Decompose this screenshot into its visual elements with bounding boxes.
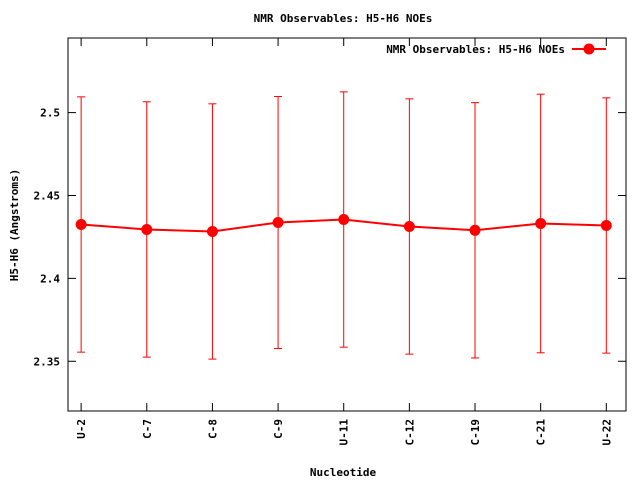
y-tick-label: 2.5 xyxy=(40,107,60,120)
x-tick-label: C-12 xyxy=(403,419,416,446)
plot-frame xyxy=(67,37,627,412)
data-point xyxy=(535,218,547,230)
data-point xyxy=(75,219,87,230)
data-point xyxy=(469,224,481,236)
chart-title: NMR Observables: H5-H6 NOEs xyxy=(254,12,433,25)
y-tick-label: 2.4 xyxy=(40,272,60,285)
data-point xyxy=(141,223,153,235)
data-point xyxy=(600,219,612,231)
x-tick-label: C-7 xyxy=(141,419,154,439)
data-point xyxy=(272,217,284,229)
legend-label: NMR Observables: H5-H6 NOEs xyxy=(386,43,565,56)
y-axis-label: H5-H6 (Angstroms) xyxy=(8,169,21,282)
x-tick-label: U-11 xyxy=(338,419,351,446)
x-tick-label: U-2 xyxy=(75,419,88,439)
x-tick-label: U-22 xyxy=(600,419,613,446)
x-tick-label: C-9 xyxy=(272,419,285,439)
x-tick-label: C-8 xyxy=(206,419,219,439)
y-tick-label: 2.35 xyxy=(34,355,61,368)
x-tick-label: C-19 xyxy=(469,419,482,446)
data-point xyxy=(338,214,350,226)
data-point xyxy=(403,220,415,232)
data-point xyxy=(206,225,218,237)
x-axis-label: Nucleotide xyxy=(310,466,377,479)
legend-marker xyxy=(583,43,595,55)
y-tick-label: 2.45 xyxy=(34,189,61,202)
x-tick-label: C-21 xyxy=(535,419,548,446)
